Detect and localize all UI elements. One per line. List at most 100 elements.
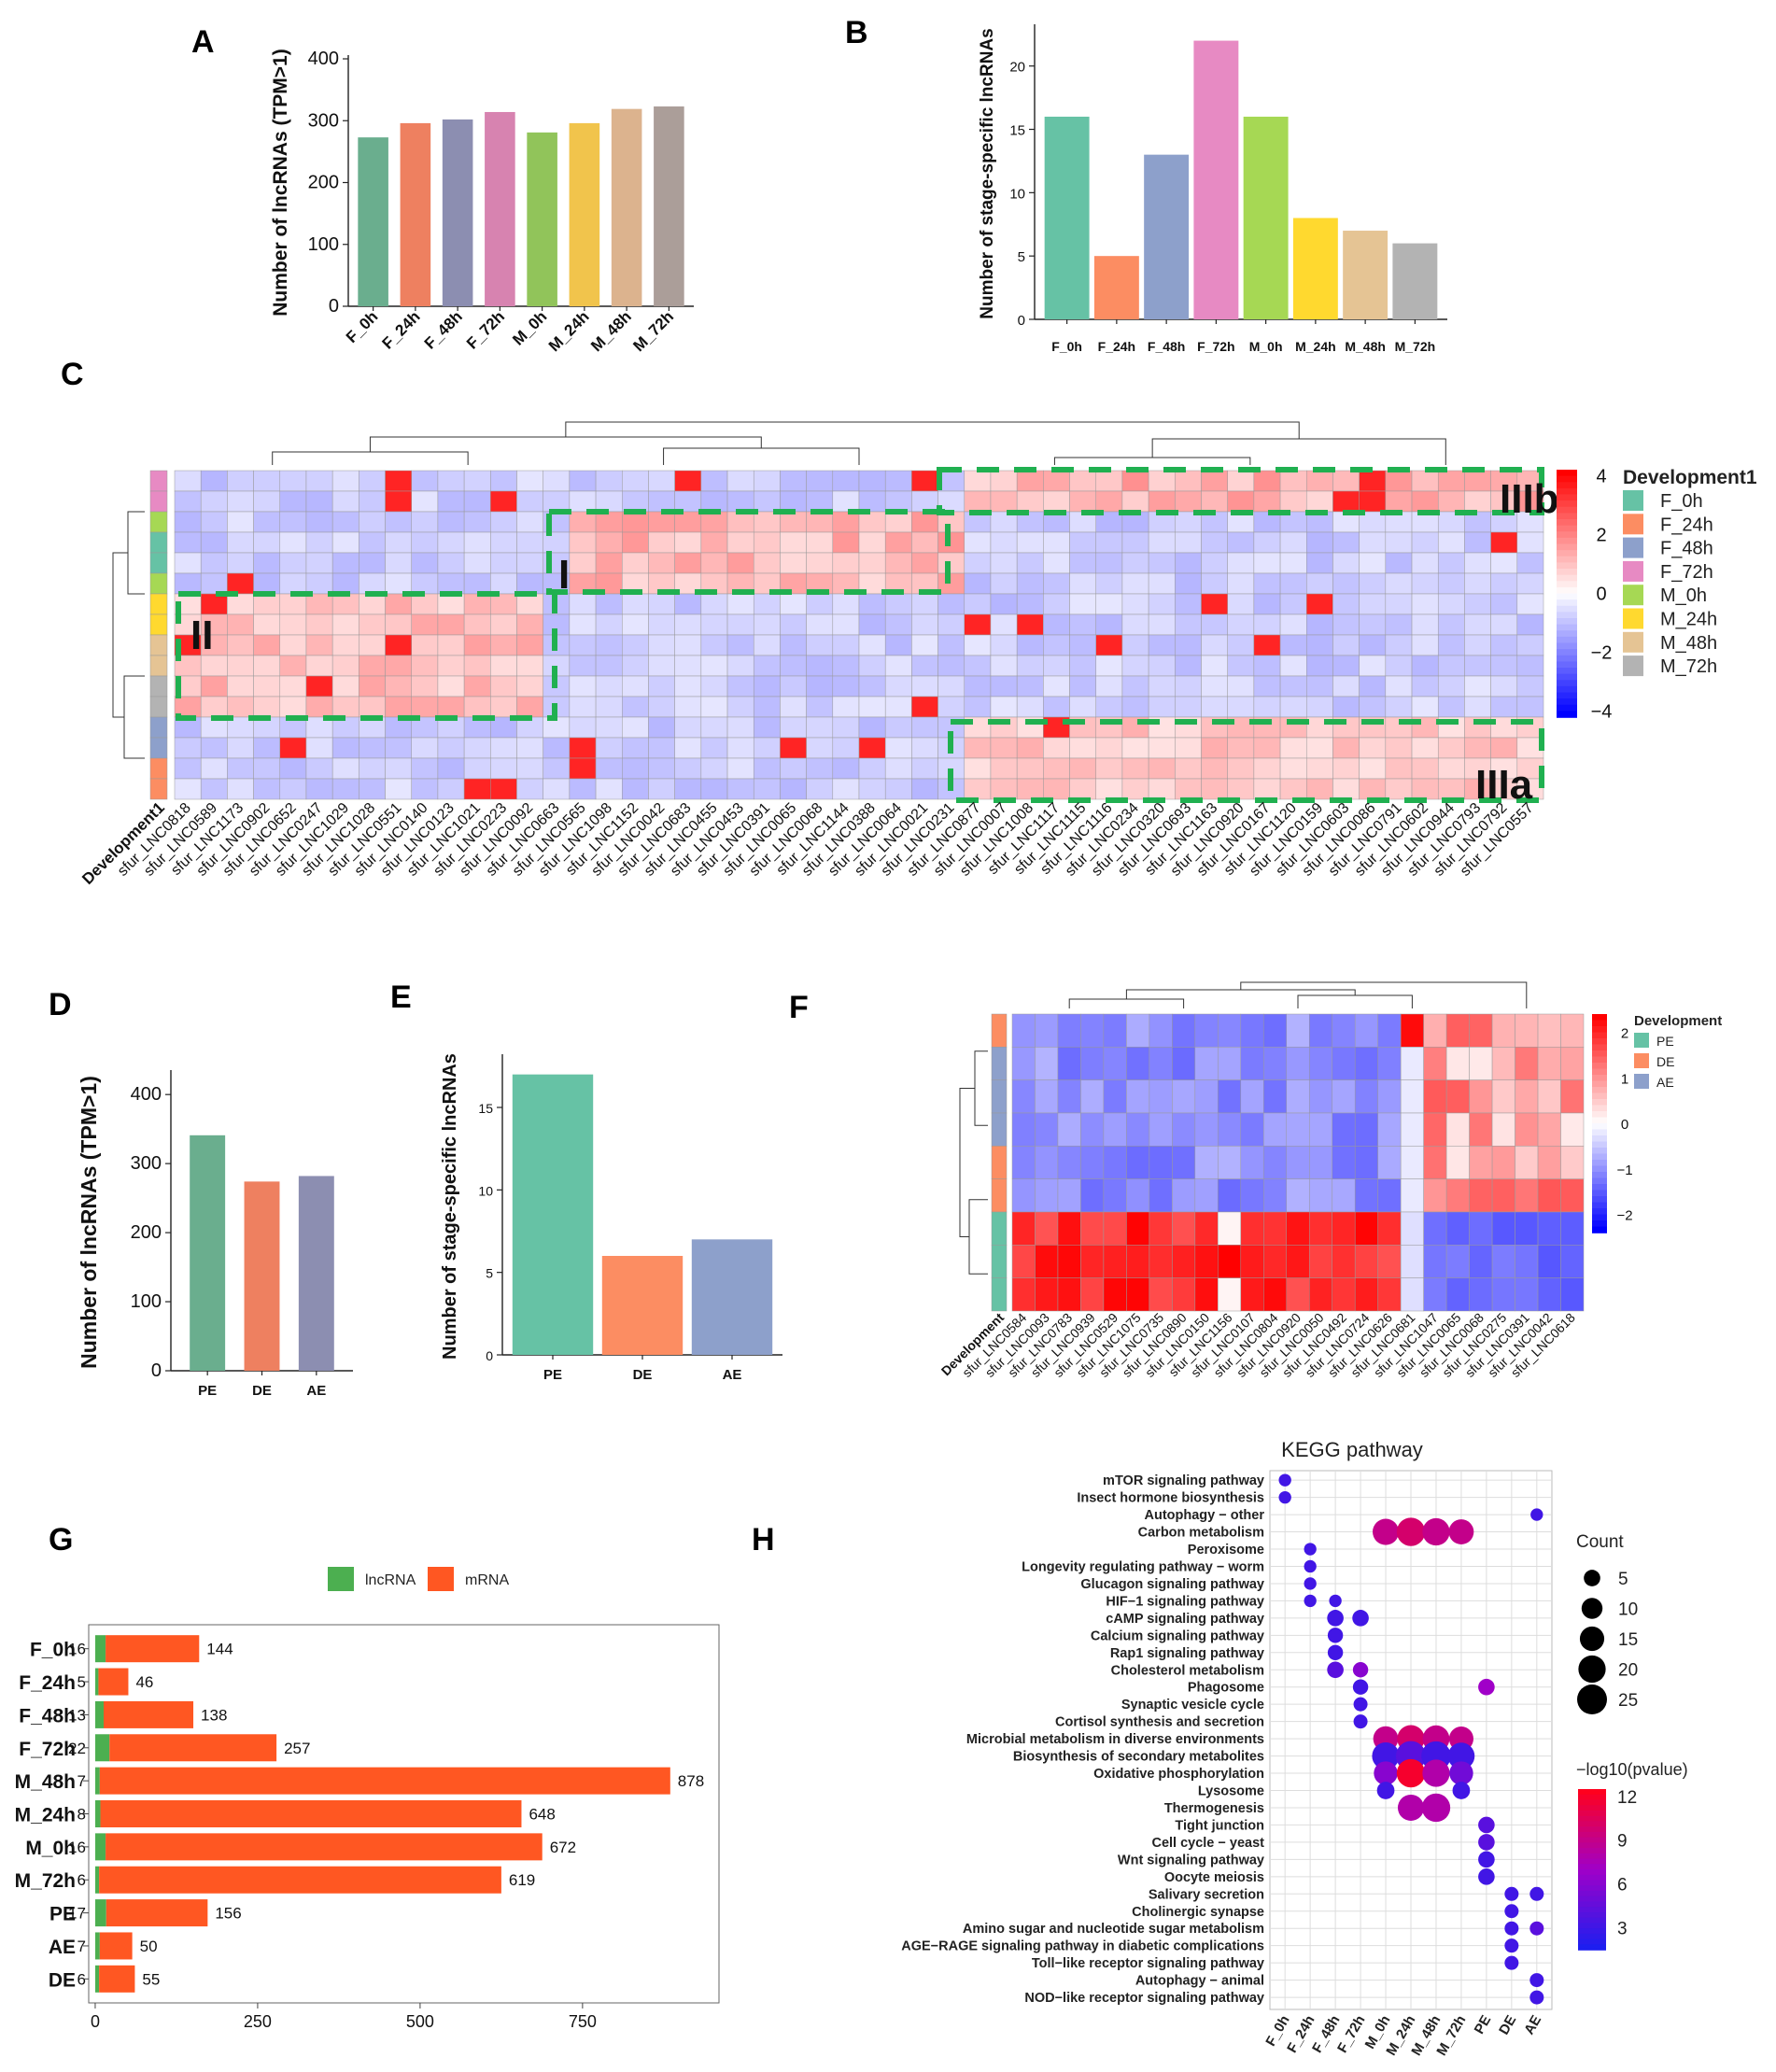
heatmap-cell — [884, 696, 912, 718]
heatmap-cell — [200, 737, 228, 759]
heatmap-cell — [516, 696, 543, 718]
heatmap-cell — [937, 572, 966, 595]
heatmap-cell — [1103, 1013, 1127, 1048]
heatmap-cell — [700, 675, 728, 698]
color-scale-segment — [1592, 1177, 1607, 1185]
heatmap-cell — [990, 572, 1018, 595]
legend-label: M_24h — [1660, 610, 1717, 630]
color-scale-segment — [1557, 569, 1577, 576]
heatmap-cell — [1201, 593, 1228, 615]
heatmap-cell — [543, 490, 571, 513]
heatmap-cell — [1560, 1245, 1585, 1278]
heatmap-cell — [305, 511, 333, 533]
heatmap-F: sfur_LNC0584sfur_LNC0093sfur_LNC0783sfur… — [938, 981, 1722, 1380]
dot — [1504, 1921, 1519, 1936]
count-legend-label: 15 — [1618, 1630, 1638, 1650]
heatmap-cell — [622, 552, 649, 574]
heatmap-cell — [1515, 1079, 1539, 1114]
dot — [1478, 1851, 1495, 1868]
pvalue-scale-segment — [1578, 1815, 1606, 1823]
heatmap-cell — [1095, 593, 1123, 615]
heatmap-cell — [200, 778, 228, 800]
color-scale-segment — [1592, 1190, 1607, 1197]
heatmap-cell — [463, 778, 491, 800]
heatmap-cell — [1400, 1277, 1424, 1312]
heatmap-cell — [516, 572, 543, 595]
heatmap-cell — [1332, 552, 1360, 574]
heatmap-cell — [1332, 757, 1360, 780]
y-tick-label: 10 — [478, 1183, 493, 1198]
heatmap-cell — [279, 572, 307, 595]
bar-lncRNA-F_72h — [94, 1734, 110, 1762]
legend-swatch-lncRNA — [328, 1567, 354, 1591]
dot — [1373, 1518, 1400, 1545]
heatmap-cell — [1537, 1245, 1561, 1278]
heatmap-cell — [1332, 1047, 1356, 1080]
dot — [1530, 1508, 1543, 1521]
y-tick-label: 0 — [1018, 313, 1025, 329]
heatmap-cell — [1149, 1277, 1173, 1312]
heatmap-cell — [595, 757, 623, 780]
heatmap-cell — [1069, 531, 1096, 554]
pvalue-scale-segment — [1578, 1885, 1606, 1892]
heatmap-cell — [437, 675, 465, 698]
data-label-mRNA: 156 — [215, 1905, 241, 1923]
data-label-mRNA: 648 — [529, 1806, 555, 1824]
x-tick-label: M_72h — [1395, 339, 1436, 354]
heatmap-cell — [411, 613, 439, 636]
pathway-label: Phagosome — [1188, 1681, 1264, 1696]
heatmap-cell — [411, 511, 439, 533]
heatmap-cell — [1035, 1211, 1059, 1246]
heatmap-cell — [1560, 1211, 1585, 1246]
heatmap-cell — [1445, 1013, 1470, 1048]
heatmap-cell — [1011, 1211, 1036, 1246]
row-annotation-PE — [991, 1211, 1008, 1246]
heatmap-cell — [253, 757, 281, 780]
y-tick-label: F_0h — [30, 1640, 76, 1661]
heatmap-cell — [1016, 572, 1044, 595]
heatmap-cell — [858, 696, 886, 718]
heatmap-cell — [1491, 1079, 1515, 1114]
heatmap-cell — [1515, 1013, 1539, 1048]
dot — [1504, 1886, 1519, 1901]
heatmap-cell — [1537, 1013, 1561, 1048]
heatmap-cell — [1126, 1146, 1150, 1179]
heatmap-cell — [1560, 1146, 1585, 1179]
heatmap-cell — [753, 593, 781, 615]
color-scale-segment — [1557, 685, 1577, 694]
color-scale-tick: 1 — [1621, 1071, 1628, 1087]
heatmap-cell — [569, 634, 597, 656]
color-scale-segment — [1592, 1172, 1607, 1179]
heatmap-cell — [1537, 1277, 1561, 1312]
row-dendrogram — [968, 1199, 988, 1275]
heatmap-cell — [1515, 1211, 1539, 1246]
heatmap-cell — [1490, 531, 1518, 554]
heatmap-cell — [964, 778, 992, 800]
heatmap-cell — [437, 531, 465, 554]
bar-chart-E: 0 5 10 15 PE DE AE Number of stage-specific lnc… — [440, 1053, 782, 1383]
pathway-label: AGE−RAGE signaling pathway in diabetic c… — [901, 1939, 1264, 1954]
panel-label-D: D — [49, 987, 72, 1022]
heatmap-cell — [911, 593, 938, 615]
heatmap-cell — [1016, 470, 1044, 492]
dot — [1504, 1938, 1519, 1953]
heatmap-cell — [990, 778, 1018, 800]
color-scale-tick: −2 — [1591, 643, 1613, 664]
heatmap-cell — [622, 778, 649, 800]
heatmap-cell — [1306, 778, 1333, 800]
dot — [1352, 1679, 1369, 1695]
heatmap-cell — [490, 655, 517, 677]
color-scale-segment — [1557, 531, 1577, 539]
heatmap-cell — [279, 490, 307, 513]
row-annotation-PE — [991, 1277, 1008, 1312]
data-label-lncRNA: 17 — [68, 1905, 86, 1923]
color-scale-segment — [1592, 1105, 1607, 1112]
heatmap-cell — [1490, 655, 1518, 677]
heatmap-cell — [437, 634, 465, 656]
heatmap-cell — [1423, 1245, 1447, 1278]
heatmap-cell — [1515, 1047, 1539, 1080]
heatmap-cell — [1411, 572, 1439, 595]
heatmap-cell — [1121, 572, 1149, 595]
heatmap-cell — [1194, 1178, 1219, 1213]
